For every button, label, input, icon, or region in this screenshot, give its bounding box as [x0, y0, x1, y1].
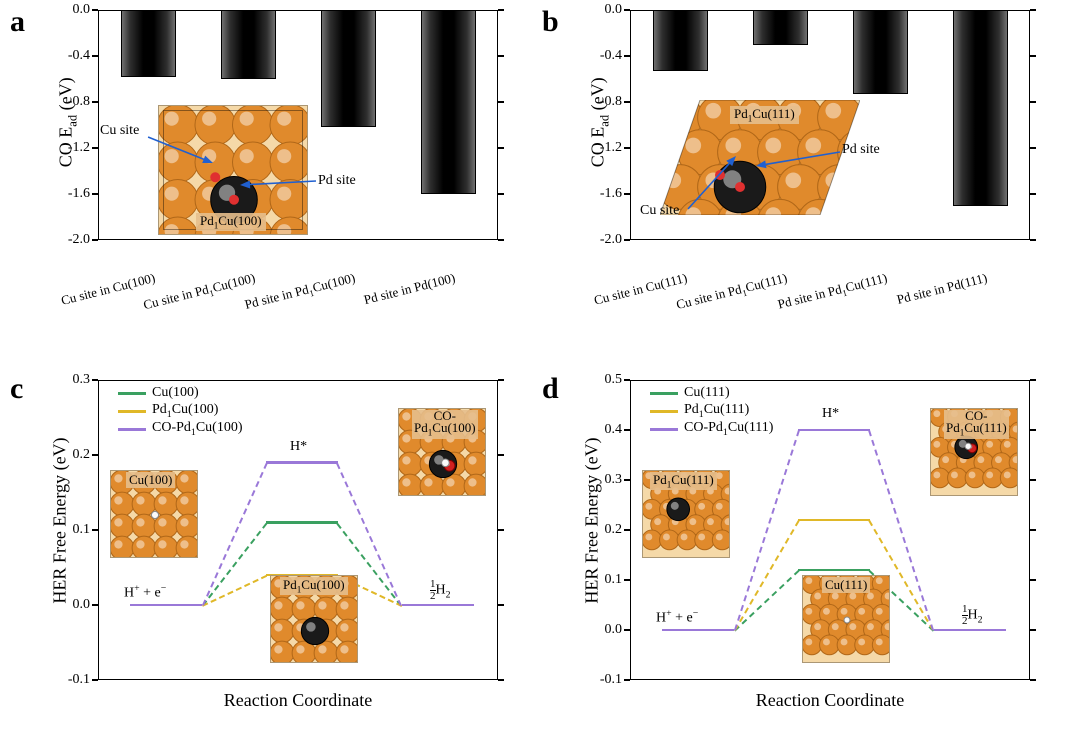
- panel-d-legend: Cu(111)Pd1Cu(111)CO-Pd1Cu(111): [650, 384, 773, 438]
- panel-a-ylabel: CO Ead (eV): [56, 62, 81, 182]
- panel-d-ylabel: HER Free Energy (eV): [582, 421, 603, 621]
- panel-label-d: d: [542, 372, 559, 406]
- panel-c-xlabel: Reaction Coordinate: [98, 690, 498, 711]
- panel-label-a: a: [10, 5, 25, 39]
- panel-label-c: c: [10, 372, 23, 406]
- panel-c-legend: Cu(100)Pd1Cu(100)CO-Pd1Cu(100): [118, 384, 242, 438]
- panel-label-b: b: [542, 5, 559, 39]
- panel-d-xlabel: Reaction Coordinate: [630, 690, 1030, 711]
- panel-b-ylabel: CO Ead (eV): [588, 62, 613, 182]
